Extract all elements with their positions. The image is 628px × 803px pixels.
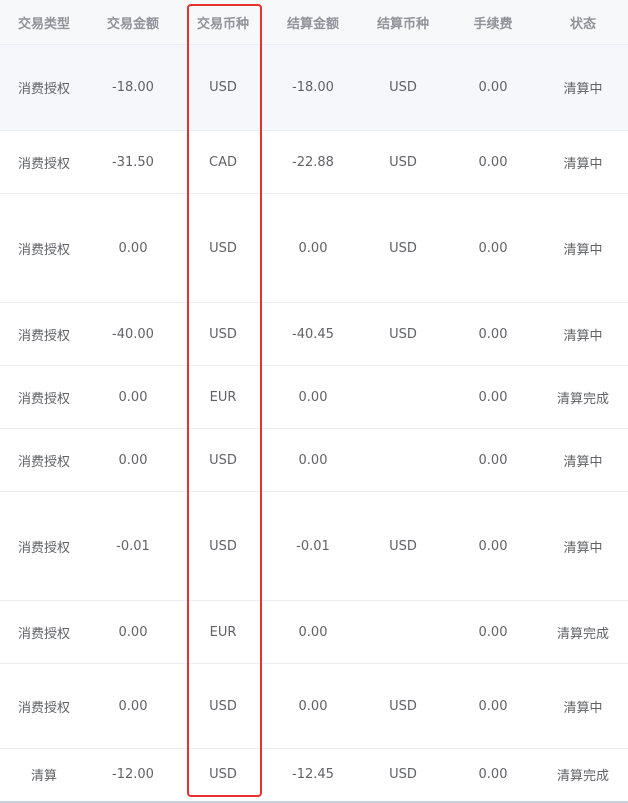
cell-currency: USD <box>178 302 268 366</box>
cell-fee: 0.00 <box>448 302 538 366</box>
cell-currency: USD <box>178 491 268 601</box>
col-settle-amount: 结算金额 <box>268 0 358 45</box>
cell-status: 清算中 <box>538 302 628 366</box>
cell-settle-currency <box>358 600 448 664</box>
cell-status: 清算完成 <box>538 365 628 429</box>
cell-settle-amount: -22.88 <box>268 130 358 194</box>
cell-settle-currency: USD <box>358 302 448 366</box>
cell-type: 消费授权 <box>0 365 88 429</box>
cell-status: 清算中 <box>538 193 628 303</box>
table-row[interactable]: 清算 -12.00 USD -12.45 USD 0.00 清算完成 <box>0 748 628 803</box>
col-settle-currency: 结算币种 <box>358 0 448 45</box>
cell-status: 清算中 <box>538 44 628 131</box>
cell-settle-amount: 0.00 <box>268 428 358 492</box>
cell-settle-currency: USD <box>358 748 448 803</box>
cell-type: 消费授权 <box>0 491 88 601</box>
cell-settle-amount: -12.45 <box>268 748 358 803</box>
cell-amount: 0.00 <box>88 193 178 303</box>
cell-currency: EUR <box>178 600 268 664</box>
col-type: 交易类型 <box>0 0 88 45</box>
cell-currency: EUR <box>178 365 268 429</box>
cell-type: 消费授权 <box>0 44 88 131</box>
table-row[interactable]: 消费授权 -40.00 USD -40.45 USD 0.00 清算中 <box>0 302 628 366</box>
table-row[interactable]: 消费授权 0.00 USD 0.00 0.00 清算中 <box>0 428 628 492</box>
cell-status: 清算中 <box>538 428 628 492</box>
cell-settle-currency: USD <box>358 130 448 194</box>
cell-amount: 0.00 <box>88 663 178 749</box>
cell-status: 清算中 <box>538 491 628 601</box>
cell-type: 消费授权 <box>0 130 88 194</box>
table-row[interactable]: 消费授权 0.00 USD 0.00 USD 0.00 清算中 <box>0 193 628 303</box>
cell-fee: 0.00 <box>448 663 538 749</box>
cell-amount: -31.50 <box>88 130 178 194</box>
col-currency: 交易币种 <box>178 0 268 45</box>
cell-settle-currency: USD <box>358 491 448 601</box>
cell-amount: 0.00 <box>88 428 178 492</box>
cell-fee: 0.00 <box>448 193 538 303</box>
cell-currency: USD <box>178 748 268 803</box>
table-row[interactable]: 消费授权 -18.00 USD -18.00 USD 0.00 清算中 <box>0 44 628 131</box>
cell-settle-amount: -0.01 <box>268 491 358 601</box>
cell-settle-amount: 0.00 <box>268 600 358 664</box>
cell-type: 消费授权 <box>0 663 88 749</box>
cell-currency: USD <box>178 428 268 492</box>
table-header: 交易类型 交易金额 交易币种 结算金额 结算币种 手续费 状态 <box>0 0 628 45</box>
cell-amount: -18.00 <box>88 44 178 131</box>
col-status: 状态 <box>538 0 628 45</box>
cell-settle-amount: 0.00 <box>268 193 358 303</box>
cell-type: 消费授权 <box>0 302 88 366</box>
cell-currency: USD <box>178 663 268 749</box>
cell-settle-amount: 0.00 <box>268 365 358 429</box>
cell-fee: 0.00 <box>448 491 538 601</box>
cell-currency: USD <box>178 44 268 131</box>
cell-fee: 0.00 <box>448 748 538 803</box>
cell-amount: -40.00 <box>88 302 178 366</box>
cell-settle-amount: -18.00 <box>268 44 358 131</box>
cell-settle-currency: USD <box>358 663 448 749</box>
col-amount: 交易金额 <box>88 0 178 45</box>
cell-settle-amount: -40.45 <box>268 302 358 366</box>
table-row[interactable]: 消费授权 0.00 USD 0.00 USD 0.00 清算中 <box>0 663 628 749</box>
cell-fee: 0.00 <box>448 44 538 131</box>
cell-amount: -0.01 <box>88 491 178 601</box>
table-row[interactable]: 消费授权 -31.50 CAD -22.88 USD 0.00 清算中 <box>0 130 628 194</box>
cell-status: 清算完成 <box>538 748 628 803</box>
cell-currency: CAD <box>178 130 268 194</box>
cell-type: 消费授权 <box>0 600 88 664</box>
cell-type: 清算 <box>0 748 88 803</box>
col-fee: 手续费 <box>448 0 538 45</box>
cell-status: 清算完成 <box>538 600 628 664</box>
table-row[interactable]: 消费授权 -0.01 USD -0.01 USD 0.00 清算中 <box>0 491 628 601</box>
cell-amount: 0.00 <box>88 365 178 429</box>
cell-amount: -12.00 <box>88 748 178 803</box>
cell-fee: 0.00 <box>448 365 538 429</box>
cell-currency: USD <box>178 193 268 303</box>
cell-type: 消费授权 <box>0 193 88 303</box>
cell-fee: 0.00 <box>448 130 538 194</box>
cell-status: 清算中 <box>538 663 628 749</box>
cell-type: 消费授权 <box>0 428 88 492</box>
cell-settle-currency: USD <box>358 44 448 131</box>
cell-status: 清算中 <box>538 130 628 194</box>
cell-amount: 0.00 <box>88 600 178 664</box>
cell-settle-currency <box>358 365 448 429</box>
cell-settle-currency: USD <box>358 193 448 303</box>
cell-settle-currency <box>358 428 448 492</box>
table-row[interactable]: 消费授权 0.00 EUR 0.00 0.00 清算完成 <box>0 600 628 664</box>
cell-fee: 0.00 <box>448 600 538 664</box>
cell-settle-amount: 0.00 <box>268 663 358 749</box>
cell-fee: 0.00 <box>448 428 538 492</box>
table-row[interactable]: 消费授权 0.00 EUR 0.00 0.00 清算完成 <box>0 365 628 429</box>
